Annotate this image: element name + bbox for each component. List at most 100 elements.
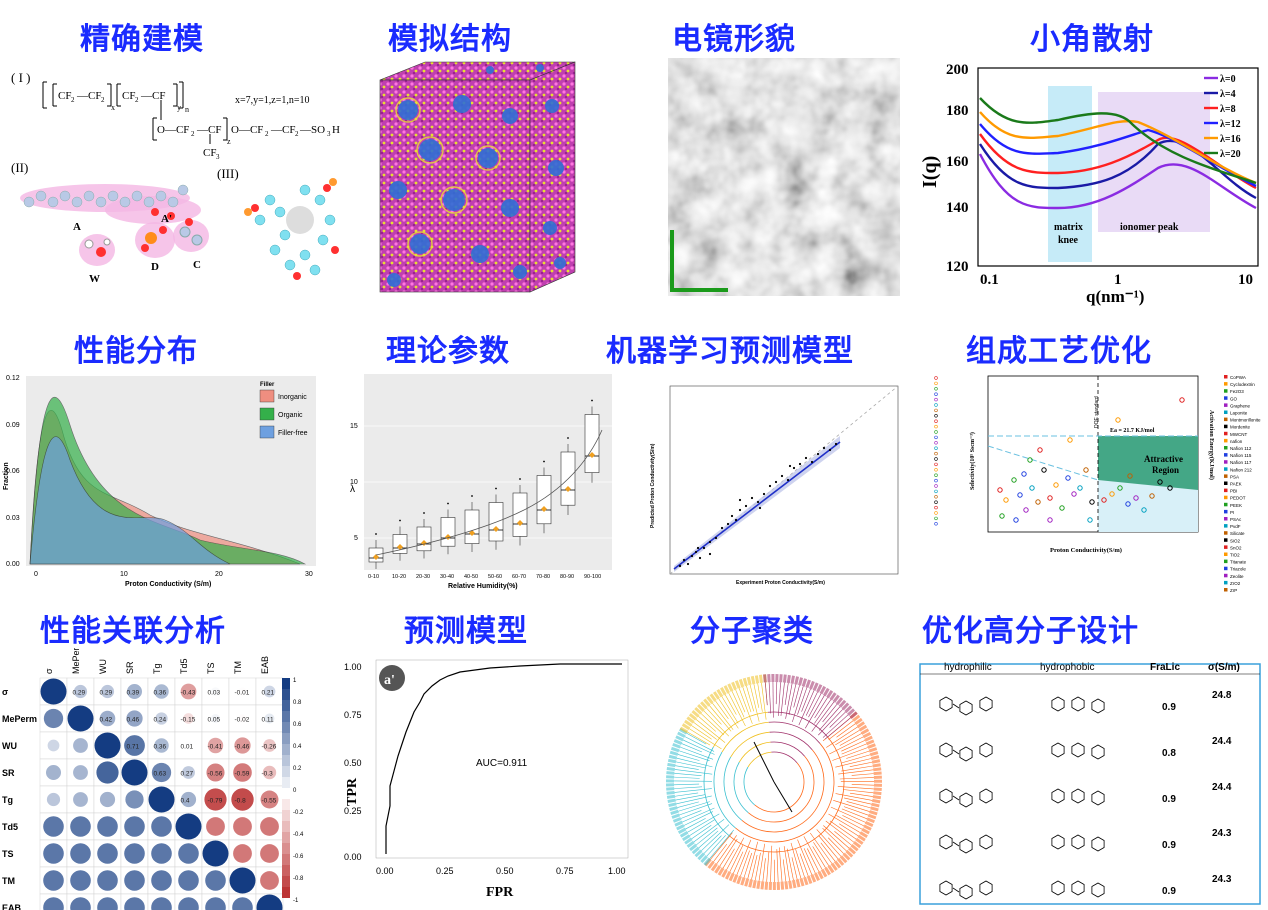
dendro-leaf-2	[746, 685, 754, 712]
svg-text:O—CF: O—CF	[231, 124, 263, 136]
opt-left-legend-marker-2	[934, 387, 938, 391]
parity-point-6	[702, 546, 706, 550]
saxs-legend-label-1: λ=4	[1220, 89, 1236, 100]
dendro-label-1	[679, 831, 689, 838]
box-xtick-7: 70-80	[536, 574, 550, 580]
opt-point-17	[1109, 491, 1115, 497]
corr-circle-4-2	[99, 791, 116, 808]
opt-right-legend-label-0: CoPWA	[1230, 375, 1246, 380]
dendro-leaf-1	[674, 776, 700, 779]
opt-left-legend-marker-20	[934, 484, 938, 488]
opt-point-31	[1167, 485, 1173, 491]
dendro-leaf-0	[747, 841, 759, 879]
roc-xlabel: FPR	[486, 885, 514, 900]
dendro-label-2	[681, 723, 691, 730]
corr-circle-3-2	[96, 761, 119, 784]
svg-text:—CF: —CF	[140, 90, 165, 102]
dendro-leaf-0	[835, 793, 873, 801]
svg-text:120: 120	[946, 259, 969, 275]
opt-point-23	[1157, 479, 1163, 485]
opt-right-legend-marker-9	[1224, 438, 1228, 443]
dendro-leaf-0	[834, 831, 852, 846]
corr-circle-7-1	[70, 870, 91, 891]
corr-row-4: Tg	[2, 795, 13, 805]
dendro-leaf-3	[818, 706, 841, 731]
svg-text:10: 10	[1238, 272, 1253, 288]
svg-text:180: 180	[946, 103, 969, 119]
col-hydrophilic: hydrophilic	[944, 662, 992, 673]
corr-circle-3-7	[233, 763, 252, 782]
corr-value-4-6: -0.79	[208, 798, 223, 805]
dendro-leaf-0	[839, 733, 862, 746]
opt-right-legend-label-16: PBI	[1230, 489, 1237, 494]
dendro-label-3	[847, 708, 856, 716]
parity-point-2	[686, 562, 690, 566]
opt-left-legend-marker-21	[934, 489, 938, 494]
svg-text:2: 2	[101, 96, 105, 104]
corr-row-7: TM	[2, 876, 15, 886]
box-mean-5	[493, 526, 499, 532]
svg-text:CF: CF	[58, 90, 71, 102]
svg-text:2: 2	[191, 130, 195, 138]
hydrophilic-bond-0	[952, 703, 960, 709]
dendro-label-3	[832, 694, 840, 703]
hydrophilic-ring-4-1	[959, 884, 973, 900]
svg-text:2: 2	[295, 130, 299, 138]
dendro-label-3	[823, 687, 830, 697]
corr-value-2-4: 0.36	[154, 744, 167, 751]
dendro-arc-0	[754, 762, 805, 813]
dendro-leaf-2	[738, 688, 753, 724]
dendro-root	[753, 741, 775, 783]
dendro-leaf-0	[841, 743, 867, 755]
opt-right-legend-label-10: Nafion 112	[1230, 446, 1252, 451]
opt-right-legend-label-20: PSAc	[1230, 517, 1242, 522]
box-xtick-0: 0-10	[368, 574, 379, 580]
parity-point-27	[822, 446, 826, 450]
svg-text:CF: CF	[122, 90, 135, 102]
dendro-label-2	[746, 676, 752, 686]
svg-text:160: 160	[946, 154, 969, 170]
corr-value-1-6: 0.05	[208, 717, 221, 724]
panel-correlation: σ MePerm WU SR Tg Td5 TS TM EAB σ MePerm WU SR Tg Td5 T…	[0, 648, 310, 910]
opt-right-legend-marker-17	[1224, 495, 1228, 500]
corr-value-2-5: 0.01	[181, 744, 194, 751]
svg-text:n: n	[185, 105, 189, 114]
opt-right-legend-marker-1	[1224, 382, 1228, 386]
box-outlier-2	[423, 512, 425, 514]
dendro-leaf-0	[736, 839, 752, 875]
opt-point-11	[1065, 475, 1071, 481]
dendro-label-1	[670, 809, 679, 816]
dendro-label-0	[830, 862, 838, 871]
opt-left-legend-marker-16	[934, 462, 938, 467]
opt-point-2	[1011, 477, 1017, 483]
dendro-leaf-0	[822, 827, 847, 852]
saxs-curve-4	[979, 111, 1257, 185]
dendro-label-0	[856, 721, 865, 729]
dendro-label-0	[791, 879, 797, 889]
corr-circle-6-5	[178, 843, 199, 864]
dendro-label-0	[873, 771, 882, 776]
opt-right-legend-label-17: PEDOT	[1230, 496, 1246, 501]
box-outlier-7	[543, 460, 545, 463]
dendro-label-1	[675, 735, 684, 742]
box-xtick-4: 40-50	[464, 574, 478, 580]
corr-value-0-4: 0.36	[154, 690, 167, 697]
box-xtick-9: 90-100	[584, 574, 601, 580]
corr-value-2-3: 0.71	[127, 744, 140, 751]
panel-simulation-cube	[370, 58, 580, 298]
parity-point-31	[758, 506, 762, 510]
dendro-label-0	[833, 860, 842, 869]
corr-value-1-8: 0.11	[262, 717, 275, 724]
opt-right-legend-label-8: MWCNT	[1230, 432, 1247, 437]
dendro-label-1	[697, 852, 706, 861]
region-knee: knee	[1058, 235, 1079, 246]
dendro-leaf-1	[680, 810, 702, 819]
hydrophilic-ring-1-1	[959, 746, 973, 762]
corr-col-1: MePerm	[71, 648, 81, 674]
opt-point-5	[1029, 485, 1035, 491]
dendro-leaf-3	[804, 695, 825, 729]
opt-point-14	[1083, 467, 1089, 473]
saxs-legend-label-5: λ=20	[1220, 149, 1241, 160]
dendro-label-0	[827, 864, 835, 874]
svg-text:0.09: 0.09	[6, 422, 20, 429]
